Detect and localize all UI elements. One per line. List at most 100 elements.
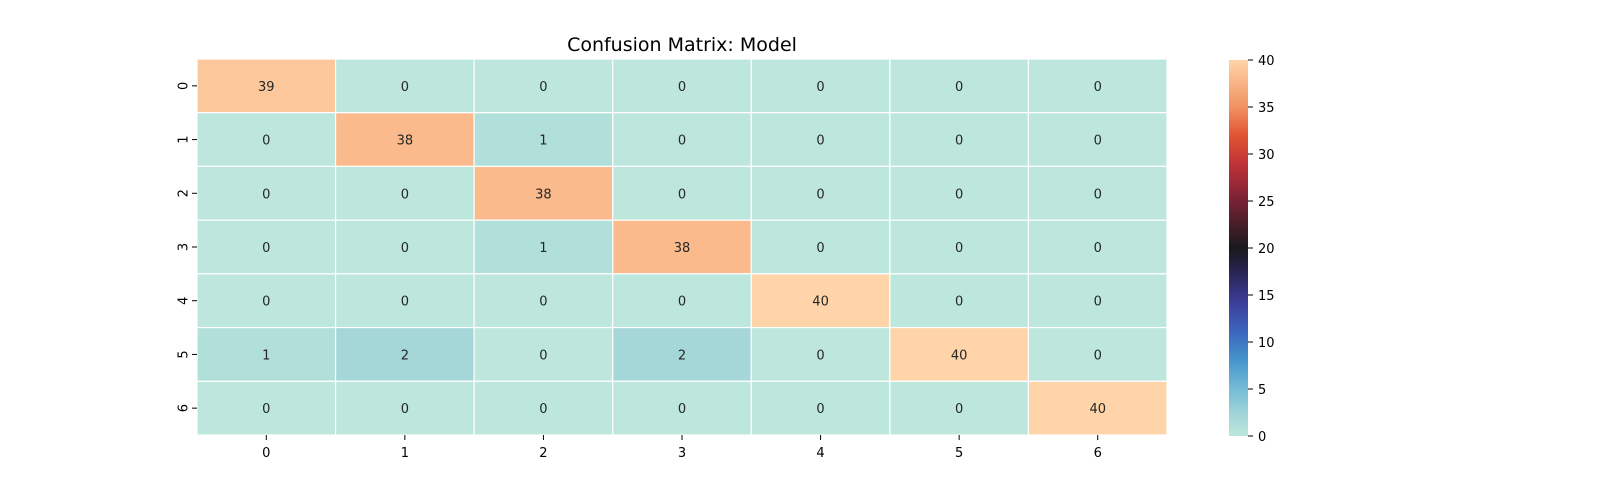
heatmap-grid: 39 0 0 0 0 0 0 0 38 1 0 0 0 0 0 0 38 0 0 0 0 0 0 1 38 0 0 0 0 0 0 0 40 0 0… bbox=[196, 58, 1168, 436]
cell-value-label: 1 bbox=[539, 241, 547, 256]
cell-value-label: 38 bbox=[535, 187, 552, 202]
cell-value-label: 0 bbox=[539, 80, 547, 95]
cell-value-label: 0 bbox=[955, 241, 963, 256]
x-tick-label: 0 bbox=[262, 446, 270, 461]
y-tick-label: 3 bbox=[177, 243, 192, 251]
x-tick-label: 3 bbox=[678, 446, 686, 461]
cell-value-label: 0 bbox=[678, 134, 686, 149]
heatmap-cell bbox=[612, 380, 752, 436]
y-tick-label: 0 bbox=[177, 82, 192, 90]
heatmap-cell bbox=[612, 165, 752, 221]
cell-value-label: 0 bbox=[678, 295, 686, 310]
cell-value-label: 39 bbox=[258, 80, 275, 95]
cell-value-label: 40 bbox=[1089, 402, 1106, 417]
heatmap-cell bbox=[473, 380, 614, 436]
cell-value-label: 0 bbox=[539, 348, 547, 363]
cell-value-label: 0 bbox=[539, 402, 547, 417]
cell-value-label: 0 bbox=[1094, 241, 1102, 256]
heatmap-cell bbox=[473, 58, 614, 114]
y-tick-label: 4 bbox=[177, 297, 192, 305]
cell-value-label: 1 bbox=[262, 348, 270, 363]
heatmap-cell bbox=[334, 326, 475, 382]
cell-value-label: 0 bbox=[401, 295, 409, 310]
cell-value-label: 38 bbox=[397, 134, 414, 149]
heatmap-cell bbox=[473, 273, 614, 329]
x-axis: 0 1 2 3 4 5 6 bbox=[262, 435, 1102, 461]
heatmap-cell bbox=[889, 380, 1030, 436]
heatmap-cell bbox=[473, 326, 614, 382]
heatmap-cell bbox=[612, 326, 752, 382]
heatmap-cell bbox=[473, 165, 614, 221]
x-tick-label: 4 bbox=[816, 446, 824, 461]
cell-value-label: 0 bbox=[678, 187, 686, 202]
cell-value-label: 0 bbox=[1094, 134, 1102, 149]
heatmap-cell bbox=[612, 58, 752, 114]
chart-title: Confusion Matrix: Model bbox=[567, 34, 797, 56]
cell-value-label: 0 bbox=[678, 80, 686, 95]
heatmap-cell bbox=[750, 326, 891, 382]
colorbar-tick-label: 10 bbox=[1258, 336, 1275, 351]
cell-value-label: 2 bbox=[678, 348, 686, 363]
heatmap-cell bbox=[473, 112, 614, 168]
colorbar-tick-label: 5 bbox=[1258, 383, 1266, 398]
heatmap-cell bbox=[196, 326, 337, 382]
heatmap-cell bbox=[196, 58, 337, 114]
heatmap-cell bbox=[889, 165, 1030, 221]
cell-value-label: 0 bbox=[1094, 80, 1102, 95]
heatmap-cell bbox=[750, 380, 891, 436]
y-tick-label: 1 bbox=[177, 135, 192, 143]
cell-value-label: 0 bbox=[678, 402, 686, 417]
cell-value-label: 0 bbox=[955, 402, 963, 417]
x-tick-label: 6 bbox=[1094, 446, 1102, 461]
heatmap-cell bbox=[1027, 165, 1168, 221]
x-tick-label: 5 bbox=[955, 446, 963, 461]
heatmap-cell bbox=[196, 273, 337, 329]
cell-value-label: 0 bbox=[401, 402, 409, 417]
colorbar-tick-label: 15 bbox=[1258, 289, 1275, 304]
heatmap-cell bbox=[612, 219, 752, 275]
heatmap-cell bbox=[1027, 112, 1168, 168]
cell-value-label: 0 bbox=[401, 241, 409, 256]
cell-value-label: 0 bbox=[816, 241, 824, 256]
cell-value-label: 0 bbox=[816, 402, 824, 417]
x-tick-label: 1 bbox=[401, 446, 409, 461]
cell-value-label: 0 bbox=[816, 348, 824, 363]
y-axis: 0 1 2 3 4 5 6 bbox=[177, 82, 197, 412]
cell-value-label: 0 bbox=[955, 187, 963, 202]
colorbar-gradient bbox=[1229, 60, 1248, 436]
cell-value-label: 0 bbox=[816, 187, 824, 202]
heatmap-cell bbox=[750, 165, 891, 221]
cell-value-label: 0 bbox=[262, 241, 270, 256]
heatmap-cell bbox=[334, 58, 475, 114]
cell-value-label: 0 bbox=[816, 80, 824, 95]
y-tick-label: 5 bbox=[177, 350, 192, 358]
cell-value-label: 40 bbox=[812, 295, 829, 310]
y-tick-label: 6 bbox=[177, 404, 192, 412]
colorbar-tick-label: 35 bbox=[1258, 101, 1275, 116]
cell-value-label: 1 bbox=[539, 134, 547, 149]
heatmap-cell bbox=[889, 58, 1030, 114]
colorbar-tick-label: 0 bbox=[1258, 430, 1266, 445]
cell-value-label: 0 bbox=[262, 295, 270, 310]
x-tick-label: 2 bbox=[539, 446, 547, 461]
heatmap-cell bbox=[889, 219, 1030, 275]
colorbar-tick-label: 40 bbox=[1258, 54, 1275, 69]
cell-value-label: 40 bbox=[951, 348, 968, 363]
cell-value-label: 0 bbox=[262, 187, 270, 202]
cell-value-label: 38 bbox=[674, 241, 691, 256]
colorbar-tick-label: 30 bbox=[1258, 148, 1275, 163]
cell-value-label: 0 bbox=[401, 80, 409, 95]
heatmap-cell bbox=[1027, 219, 1168, 275]
cell-value-label: 0 bbox=[539, 295, 547, 310]
heatmap-cell bbox=[196, 219, 337, 275]
cell-value-label: 0 bbox=[262, 402, 270, 417]
colorbar: 0 5 10 15 20 25 30 35 40 bbox=[1229, 54, 1275, 445]
heatmap-cell bbox=[334, 165, 475, 221]
colorbar-ticks: 0 5 10 15 20 25 30 35 40 bbox=[1248, 54, 1275, 445]
cell-value-label: 2 bbox=[401, 348, 409, 363]
heatmap-cell bbox=[1027, 326, 1168, 382]
heatmap-cell bbox=[196, 380, 337, 436]
cell-value-label: 0 bbox=[955, 295, 963, 310]
colorbar-tick-label: 20 bbox=[1258, 242, 1275, 257]
